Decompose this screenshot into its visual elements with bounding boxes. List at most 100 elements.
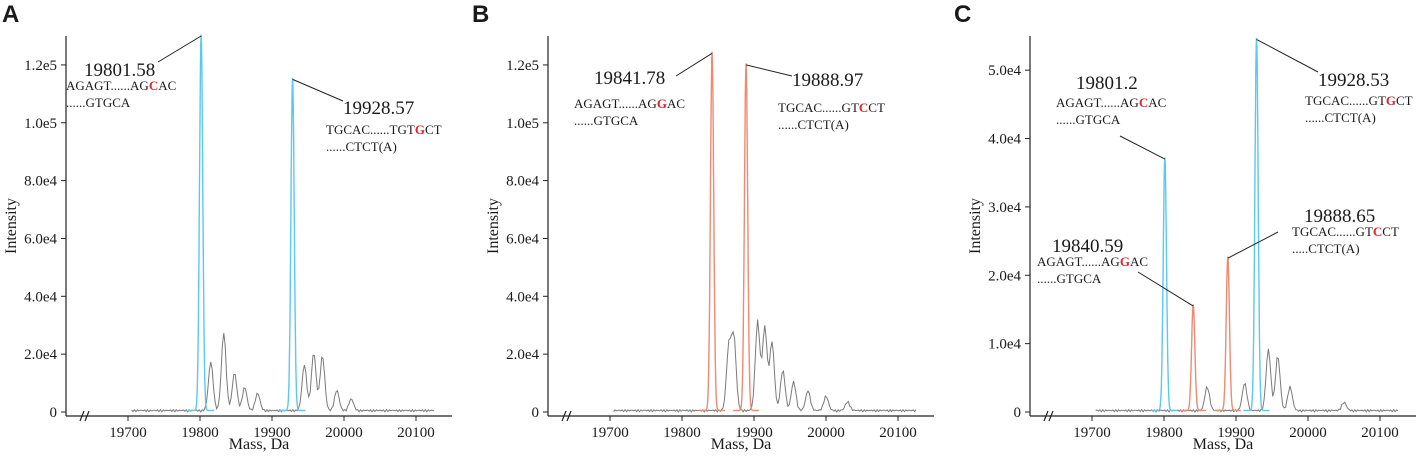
peak-trace (1214, 256, 1241, 412)
sequence-part: AC (1130, 254, 1148, 269)
x-tick-label: 20100 (397, 425, 435, 441)
sequence-highlight-base: C (859, 100, 868, 115)
sequence-part: TGCAC......TGT (326, 122, 415, 137)
sequence-line-1: AGAGT......AGCAC (66, 78, 176, 93)
annotation-leader-line (1119, 135, 1166, 160)
sequence-part: AC (158, 78, 176, 93)
x-tick-label: 19900 (1217, 425, 1255, 441)
sequence-line-1: TGCAC......GTCCT (778, 100, 885, 115)
sequence-part: CT (425, 122, 442, 137)
x-tick-label: 19700 (1073, 425, 1111, 441)
sequence-highlight-base: C (1373, 224, 1382, 239)
y-tick-label: 4.0e4 (988, 132, 1021, 148)
peak-trace (1180, 304, 1207, 412)
y-tick-label: 1.2e5 (506, 58, 539, 74)
x-tick-label: 19900 (735, 425, 773, 441)
sequence-line-1: AGAGT......AGCAC (1056, 95, 1166, 110)
x-tick-label: 20100 (1361, 425, 1399, 441)
y-tick-label: 1.0e5 (506, 116, 539, 132)
x-tick-label: 19700 (109, 425, 147, 441)
peak-trace (699, 51, 725, 412)
sequence-line-2: ......GTGCA (1056, 112, 1121, 127)
y-axis-title: Intensity (3, 198, 20, 254)
y-tick-label: 2.0e4 (988, 268, 1021, 284)
sequence-part: AC (1148, 95, 1166, 110)
annotation-leader-line (1227, 231, 1279, 259)
y-tick-label: 2.0e4 (506, 347, 539, 363)
sequence-part: AGAGT......AG (1037, 254, 1120, 269)
y-tick-label: 4.0e4 (506, 289, 539, 305)
y-tick-label: 1.0e5 (24, 116, 57, 132)
x-tick-label: 20000 (807, 425, 845, 441)
peak-mass-label: 19801.58 (84, 60, 155, 81)
sequence-line-2: ......CTCT(A) (326, 139, 397, 154)
x-tick-label: 19800 (181, 425, 219, 441)
y-axis-title: Intensity (485, 198, 502, 254)
sequence-line-1: TGCAC......GTCCT (1292, 224, 1399, 239)
sequence-line-1: TGCAC......GTGCT (1305, 93, 1413, 108)
sequence-part: AGAGT......AG (1056, 95, 1139, 110)
sequence-line-1: AGAGT......AGGAC (1037, 254, 1148, 269)
annotation-leader-line (157, 35, 202, 63)
y-tick-label: 1.0e4 (988, 337, 1021, 353)
sequence-line-1: TGCAC......TGTGCT (326, 122, 442, 137)
panel-letter: B (472, 1, 489, 28)
x-tick-label: 19800 (1145, 425, 1183, 441)
sequence-part: AC (667, 96, 685, 111)
peak-trace (279, 77, 306, 412)
sequence-line-2: ......GTGCA (66, 95, 131, 110)
y-tick-label: 8.0e4 (24, 174, 57, 190)
sequence-part: AGAGT......AG (574, 96, 657, 111)
peak-mass-label: 19841.78 (594, 68, 665, 89)
sequence-line-2: .....CTCT(A) (1292, 241, 1360, 256)
peak-mass-label: 19928.53 (1318, 70, 1389, 91)
sequence-line-2: ......GTGCA (574, 113, 639, 128)
axis-break-mark (561, 410, 572, 422)
sequence-part: TGCAC......GT (1305, 93, 1386, 108)
baseline-trace (1095, 348, 1399, 413)
sequence-line-2: ......CTCT(A) (778, 117, 849, 132)
sequence-highlight-base: G (1120, 254, 1130, 269)
y-tick-label: 6.0e4 (24, 231, 57, 247)
y-tick-label: 1.2e5 (24, 58, 57, 74)
peak-trace (733, 63, 759, 412)
y-tick-label: 0 (50, 405, 58, 421)
y-tick-label: 8.0e4 (506, 174, 539, 190)
x-tick-label: 20100 (879, 425, 917, 441)
sequence-highlight-base: G (415, 122, 425, 137)
sequence-part: CT (1382, 224, 1399, 239)
peak-trace (1243, 37, 1270, 412)
y-tick-label: 5.0e4 (988, 63, 1021, 79)
sequence-highlight-base: G (1386, 93, 1396, 108)
sequence-highlight-base: C (149, 78, 158, 93)
sequence-line-2: ......GTGCA (1037, 271, 1102, 286)
sequence-part: TGCAC......GT (778, 100, 859, 115)
panel-c: C 0 1.0e4 2.0e4 3.0e4 4.0e4 5.0e4 19700 19800 199… (954, 1, 1416, 453)
annotation-leader-line (675, 52, 713, 77)
peak-mass-label: 19928.57 (343, 98, 414, 119)
x-tick-label: 19900 (253, 425, 291, 441)
sequence-highlight-base: C (1139, 95, 1148, 110)
y-tick-label: 3.0e4 (988, 200, 1021, 216)
annotation-leader-line (1137, 271, 1194, 307)
baseline-trace (613, 319, 917, 413)
panel-letter: A (2, 1, 19, 28)
x-tick-label: 19700 (591, 425, 629, 441)
panel-a: A 0 2.0e4 4.0e4 6.0e4 8.0e4 1.0e5 1.2e5 19700 198… (2, 1, 452, 453)
y-tick-label: 2.0e4 (24, 347, 57, 363)
baseline-trace (131, 332, 435, 413)
peak-mass-label: 19801.2 (1076, 73, 1138, 94)
sequence-line-1: AGAGT......AGGAC (574, 96, 685, 111)
sequence-line-2: ......CTCT(A) (1305, 110, 1376, 125)
y-axis-title: Intensity (967, 198, 984, 254)
sequence-highlight-base: G (657, 96, 667, 111)
peak-trace (1151, 157, 1178, 412)
peak-mass-label: 19840.59 (1052, 236, 1123, 257)
peak-mass-label: 19888.65 (1304, 206, 1375, 227)
y-tick-label: 0 (1014, 405, 1022, 421)
annotation-leader-line (745, 64, 793, 77)
x-axis-title: Mass, Da (1193, 436, 1253, 453)
y-tick-label: 6.0e4 (506, 231, 539, 247)
